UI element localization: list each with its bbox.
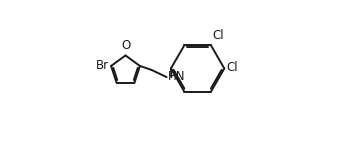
Text: Br: Br bbox=[96, 59, 109, 72]
Text: O: O bbox=[121, 39, 130, 52]
Text: Cl: Cl bbox=[213, 29, 224, 42]
Text: Cl: Cl bbox=[226, 61, 238, 74]
Text: HN: HN bbox=[168, 70, 185, 83]
